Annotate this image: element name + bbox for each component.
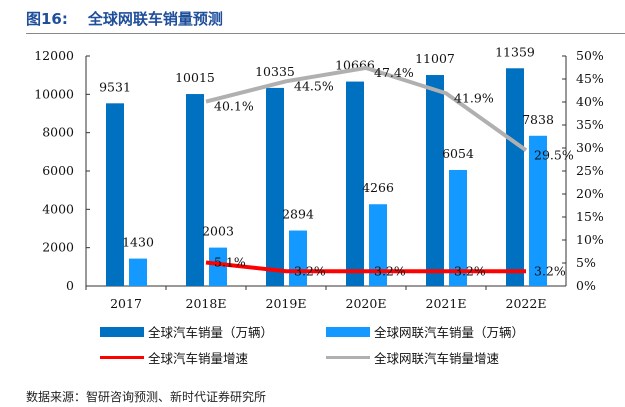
- y-tick-label: 8000: [42, 125, 74, 140]
- legend-label: 全球网联汽车销量（万辆）: [374, 325, 525, 340]
- bar-connected: [449, 169, 467, 286]
- line-value-label: 40.1%: [214, 99, 254, 114]
- bar-value-label: 10335: [255, 64, 295, 79]
- bar-total: [106, 103, 124, 286]
- bar-connected: [369, 204, 387, 286]
- line-value-label: 5.1%: [214, 255, 246, 270]
- y2-tick-label: 40%: [576, 94, 604, 109]
- legend-item-connected-sales: 全球网联汽车销量（万辆）: [326, 322, 524, 341]
- figure-number: 图16:: [26, 10, 68, 28]
- y2-tick-label: 20%: [576, 186, 604, 201]
- legend-swatch: [100, 356, 144, 359]
- x-tick-label: 2021E: [426, 296, 467, 311]
- line-total-growth: [205, 260, 526, 274]
- title-divider: [26, 33, 625, 34]
- source-note: 数据来源：智研咨询预测、新时代证券研究所: [26, 390, 267, 404]
- y2-tick-label: 30%: [576, 140, 604, 155]
- bar-value-label: 11359: [495, 44, 535, 59]
- x-tick-label: 2017: [110, 296, 142, 311]
- bar-total: [426, 75, 444, 286]
- bar-connected: [209, 247, 227, 286]
- bar-value-label: 9531: [99, 79, 131, 94]
- bar-total: [186, 94, 204, 286]
- bar-value-label: 2894: [282, 207, 314, 222]
- y-tick-label: 10000: [34, 86, 74, 101]
- bar-value-label: 4266: [362, 180, 394, 195]
- bar-value-label: 2003: [202, 224, 234, 239]
- legend-label: 全球汽车销量增速: [148, 351, 249, 366]
- y2-tick-label: 25%: [576, 163, 604, 178]
- y2-tick-label: 35%: [576, 117, 604, 132]
- legend-swatch: [326, 356, 370, 359]
- bar-total: [266, 87, 284, 286]
- y2-tick-label: 15%: [576, 209, 604, 224]
- y2-tick-label: 0%: [576, 278, 596, 293]
- line-value-label: 41.9%: [454, 90, 494, 105]
- bar-value-label: 1430: [122, 235, 154, 250]
- bar-value-label: 11007: [415, 51, 455, 66]
- y-tick-label: 2000: [42, 240, 74, 255]
- legend-swatch: [100, 326, 144, 337]
- y2-tick-label: 10%: [576, 232, 604, 247]
- bar-value-label: 10015: [175, 70, 215, 85]
- y2-tick-label: 50%: [576, 48, 604, 63]
- legend-label: 全球汽车销量（万辆）: [148, 325, 274, 340]
- line-value-label: 3.2%: [294, 263, 326, 278]
- figure-title: 图16: 全球网联车销量预测: [26, 8, 223, 29]
- y2-tick-label: 5%: [576, 255, 596, 270]
- line-value-label: 3.2%: [454, 263, 486, 278]
- legend-item-connected-growth: 全球网联汽车销量增速: [326, 348, 499, 367]
- legend-item-total-growth: 全球汽车销量增速: [100, 348, 248, 367]
- bar-connected: [529, 135, 547, 286]
- legend-item-total-sales: 全球汽车销量（万辆）: [100, 322, 273, 341]
- bar-total: [346, 81, 364, 287]
- y-tick-label: 12000: [34, 48, 74, 63]
- line-connected-growth: [205, 65, 528, 152]
- x-tick-label: 2019E: [266, 296, 307, 311]
- line-value-label: 47.4%: [374, 65, 414, 80]
- x-tick-label: 2018E: [186, 296, 227, 311]
- x-tick-label: 2022E: [506, 296, 547, 311]
- bar-value-label: 6054: [442, 146, 474, 161]
- y-tick-label: 0: [66, 278, 74, 293]
- legend-label: 全球网联汽车销量增速: [374, 351, 500, 366]
- line-value-label: 3.2%: [534, 263, 566, 278]
- line-value-label: 44.5%: [294, 78, 334, 93]
- line-value-label: 29.5%: [534, 147, 574, 162]
- y-tick-label: 6000: [42, 163, 74, 178]
- bar-value-label: 7838: [522, 112, 554, 127]
- x-tick-label: 2020E: [346, 296, 387, 311]
- legend-swatch: [326, 326, 370, 337]
- y-tick-label: 4000: [42, 201, 74, 216]
- figure-title-text: 全球网联车销量预测: [87, 10, 223, 28]
- bar-total: [506, 68, 524, 287]
- y2-tick-label: 45%: [576, 71, 604, 86]
- line-value-label: 3.2%: [374, 263, 406, 278]
- bar-connected: [129, 258, 147, 286]
